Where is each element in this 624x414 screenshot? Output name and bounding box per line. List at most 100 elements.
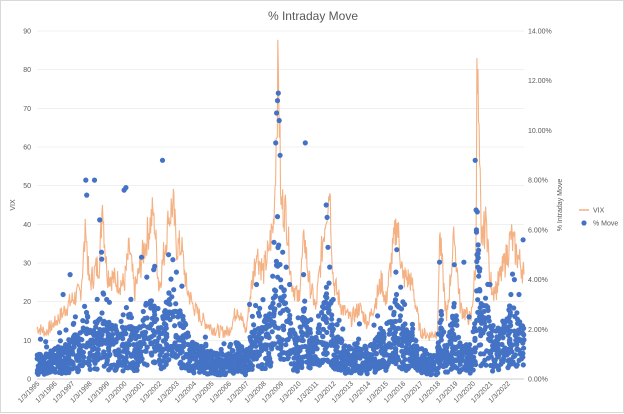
move-marker: [161, 364, 167, 370]
move-marker: [490, 368, 496, 374]
move-marker: [287, 333, 293, 339]
move-marker: [281, 293, 287, 299]
move-marker: [93, 324, 99, 330]
move-marker: [178, 359, 184, 365]
move-marker: [123, 305, 129, 311]
move-marker: [453, 358, 459, 364]
move-marker: [368, 342, 374, 348]
move-marker: [393, 361, 399, 367]
move-marker: [356, 321, 362, 327]
move-marker: [338, 363, 344, 369]
move-marker: [516, 291, 522, 298]
move-marker: [363, 362, 370, 368]
move-marker: [99, 256, 105, 262]
move-marker: [506, 362, 512, 368]
move-marker: [333, 347, 339, 353]
move-marker: [79, 363, 85, 369]
y-tick-label: 40: [23, 222, 31, 229]
move-marker: [472, 157, 478, 163]
move-marker: [257, 349, 263, 355]
move-marker: [298, 329, 304, 335]
move-marker: [394, 247, 400, 253]
move-marker: [322, 346, 328, 352]
y2-tick-label: 0.00%: [528, 377, 548, 384]
move-marker: [301, 315, 307, 321]
move-marker: [480, 361, 486, 367]
move-marker: [502, 345, 508, 351]
move-marker: [519, 324, 526, 331]
move-marker: [474, 252, 480, 258]
move-marker: [261, 324, 267, 331]
move-marker: [61, 358, 67, 364]
move-marker: [277, 352, 283, 358]
move-marker: [383, 352, 389, 358]
move-marker: [277, 152, 283, 158]
move-marker: [342, 353, 348, 360]
move-marker: [105, 332, 111, 338]
move-marker: [262, 365, 268, 372]
move-marker: [500, 335, 506, 341]
move-marker: [157, 361, 163, 367]
move-marker: [316, 325, 322, 331]
move-marker: [322, 314, 328, 320]
move-marker: [98, 355, 104, 361]
move-marker: [118, 318, 124, 324]
y2-tick-label: 12.00%: [528, 78, 552, 85]
move-marker: [293, 352, 300, 358]
move-marker: [87, 366, 93, 372]
move-marker: [104, 352, 110, 358]
move-marker: [214, 350, 220, 356]
move-marker: [444, 344, 450, 350]
move-marker: [72, 338, 78, 344]
move-marker: [439, 331, 445, 337]
move-marker: [466, 368, 473, 374]
move-marker: [285, 355, 291, 361]
move-marker: [356, 336, 362, 342]
move-marker: [218, 346, 224, 353]
move-marker: [284, 318, 290, 324]
move-marker: [478, 314, 484, 320]
y2-axis-label: % Intraday Move: [557, 179, 564, 232]
move-marker: [77, 346, 83, 353]
move-marker: [271, 313, 277, 319]
move-marker: [290, 367, 297, 373]
move-marker: [373, 367, 379, 374]
move-marker: [203, 360, 209, 366]
move-marker: [406, 332, 412, 338]
move-marker: [383, 367, 389, 373]
y-tick-label: 50: [23, 183, 31, 190]
move-marker: [269, 329, 275, 335]
move-marker: [276, 339, 282, 345]
move-marker: [186, 363, 192, 369]
move-marker: [356, 347, 362, 353]
move-marker: [44, 370, 50, 376]
move-marker: [37, 336, 44, 342]
move-marker: [475, 297, 481, 303]
move-marker: [70, 351, 76, 357]
move-marker: [488, 350, 494, 356]
y2-tick-label: 14.00%: [528, 29, 552, 36]
move-marker: [63, 327, 69, 333]
move-marker: [101, 363, 107, 369]
move-marker: [327, 264, 333, 270]
move-marker: [253, 281, 260, 288]
move-marker: [445, 369, 451, 375]
move-marker: [144, 344, 150, 350]
move-marker: [323, 202, 329, 208]
move-marker: [438, 308, 444, 315]
move-marker: [324, 214, 330, 220]
move-marker: [478, 301, 484, 307]
move-marker: [75, 369, 81, 375]
move-marker: [86, 355, 92, 361]
move-marker: [273, 288, 279, 294]
move-marker: [380, 339, 386, 345]
move-marker: [494, 351, 500, 357]
move-marker: [123, 325, 129, 331]
legend-vix-label: VIX: [593, 208, 605, 215]
move-marker: [56, 357, 62, 363]
move-marker: [170, 344, 176, 350]
move-marker: [394, 354, 401, 360]
move-marker: [348, 370, 354, 376]
move-marker: [185, 354, 191, 360]
